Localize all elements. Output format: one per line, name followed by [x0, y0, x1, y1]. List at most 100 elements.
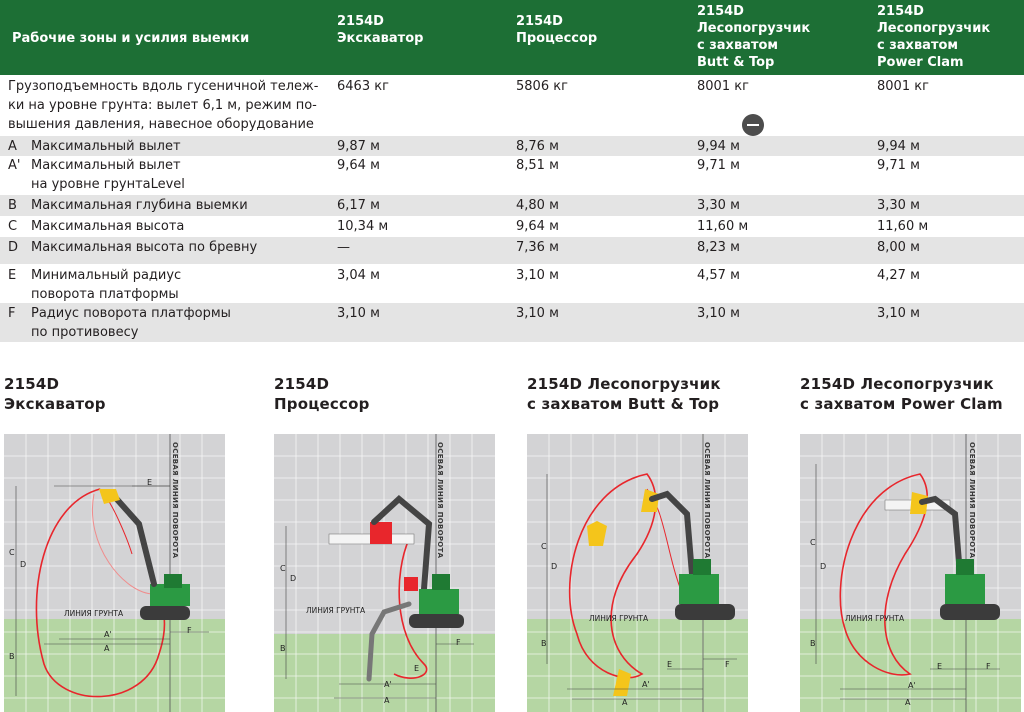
diagram-loader-power-clam: ОСЕВАЯ ЛИНИЯ ПОВОРОТА ЛИНИЯ ГРУНТА A A' …	[800, 434, 1021, 712]
rotation-axis-label: ОСЕВАЯ ЛИНИЯ ПОВОРОТА	[968, 442, 976, 559]
table-row: B Максимальная глубина выемки 6,17 м 4,8…	[0, 195, 1024, 216]
dim-label: D	[290, 574, 297, 583]
table-row: D Максимальная высота по бревну — 7,36 м…	[0, 237, 1024, 264]
dim-label: C	[9, 548, 15, 557]
dim-label: A	[384, 696, 390, 705]
cell-value: 6,17 м	[337, 198, 380, 213]
dim-label: E	[147, 478, 153, 487]
col-header-excavator: 2154D Экскаватор	[337, 14, 424, 46]
row-label: Максимальная глубина выемки	[31, 198, 248, 213]
diagram-loader-power-clam-drawing	[800, 434, 1021, 712]
col-header-loader-power-clam: 2154D Лесопогрузчик с захватом Power Cla…	[877, 4, 991, 70]
cell-value: 3,10 м	[697, 306, 740, 321]
dim-label: A	[104, 644, 110, 653]
dim-label: B	[280, 644, 286, 653]
cell-value: 4,57 м	[697, 268, 740, 283]
cell-value: 5806 кг	[516, 79, 568, 94]
dim-label: A'	[642, 680, 650, 689]
row-label: Минимальный радиус поворота платформы	[31, 268, 182, 302]
cell-value: 8001 кг	[697, 79, 749, 94]
diagram-processor: ОСЕВАЯ ЛИНИЯ ПОВОРОТА ЛИНИЯ ГРУНТА A A' …	[274, 434, 495, 712]
cell-value: 8,00 м	[877, 240, 920, 255]
cell-value: 9,71 м	[697, 158, 740, 173]
cell-value: 3,10 м	[516, 306, 559, 321]
table-row: F Радиус поворота платформы по противове…	[0, 303, 1024, 342]
table-row: A' Максимальный вылет на уровне грунтаLe…	[0, 156, 1024, 195]
dim-label: C	[541, 542, 547, 551]
dim-label: B	[810, 639, 816, 648]
diagram-caption-processor: 2154D Процессор	[274, 375, 370, 413]
dim-label: A'	[104, 630, 112, 639]
dim-label: A	[622, 698, 628, 707]
cell-value: 9,64 м	[516, 219, 559, 234]
dim-label: E	[414, 664, 420, 673]
cell-value: 4,80 м	[516, 198, 559, 213]
cell-value: 3,04 м	[337, 268, 380, 283]
dim-label: E	[667, 660, 673, 669]
dim-label: A'	[384, 680, 392, 689]
dim-label: F	[986, 662, 991, 671]
rotation-axis-label: ОСЕВАЯ ЛИНИЯ ПОВОРОТА	[436, 442, 444, 559]
dim-label: C	[280, 564, 286, 573]
dim-label: D	[551, 562, 558, 571]
cell-value: 11,60 м	[697, 219, 749, 234]
cell-value: 3,10 м	[516, 268, 559, 283]
cell-value: 11,60 м	[877, 219, 929, 234]
dim-label: F	[456, 638, 461, 647]
row-label: Грузоподъемность вдоль гусеничной тележ-…	[8, 79, 319, 132]
diagram-caption-loader-power-clam: 2154D Лесопогрузчик с захватом Power Cla…	[800, 375, 1003, 413]
rotation-axis-label: ОСЕВАЯ ЛИНИЯ ПОВОРОТА	[703, 442, 711, 559]
cell-value: 9,71 м	[877, 158, 920, 173]
dim-label: E	[937, 662, 943, 671]
dim-label: A	[905, 698, 911, 707]
cell-value: 8,23 м	[697, 240, 740, 255]
col-header-processor: 2154D Процессор	[516, 14, 598, 46]
cell-value: 6463 кг	[337, 79, 389, 94]
dim-label: C	[810, 538, 816, 547]
table-row: C Максимальная высота 10,34 м 9,64 м 11,…	[0, 216, 1024, 237]
cell-value: 8,76 м	[516, 139, 559, 154]
ground-line-label: ЛИНИЯ ГРУНТА	[589, 614, 649, 623]
table-header: Рабочие зоны и усилия выемки 2154D Экска…	[0, 0, 1024, 75]
row-letter: D	[8, 240, 19, 255]
diagram-caption-loader-butt-top: 2154D Лесопогрузчик с захватом Butt & To…	[527, 375, 721, 413]
rotation-axis-label: ОСЕВАЯ ЛИНИЯ ПОВОРОТА	[171, 442, 179, 559]
ground-line-label: ЛИНИЯ ГРУНТА	[845, 614, 905, 623]
row-label: Максимальный вылет на уровне грунтаLevel	[31, 158, 185, 192]
table-title: Рабочие зоны и усилия выемки	[12, 31, 250, 46]
row-label: Максимальный вылет	[31, 139, 181, 154]
row-letter: F	[8, 306, 16, 321]
dim-label: D	[20, 560, 27, 569]
dim-label: F	[187, 626, 192, 635]
table-row: Грузоподъемность вдоль гусеничной тележ-…	[0, 75, 1024, 136]
diagram-processor-drawing	[274, 434, 495, 712]
diagram-caption-excavator: 2154D Экскаватор	[4, 375, 106, 413]
table-row: A Максимальный вылет 9,87 м 8,76 м 9,94 …	[0, 136, 1024, 156]
dim-label: B	[541, 639, 547, 648]
cell-value: —	[337, 240, 350, 255]
row-letter: A'	[8, 158, 21, 173]
dim-label: A'	[908, 681, 916, 690]
ground-line-label: ЛИНИЯ ГРУНТА	[306, 606, 366, 615]
ground-line-label: ЛИНИЯ ГРУНТА	[64, 609, 124, 618]
cell-value: 4,27 м	[877, 268, 920, 283]
minus-circle-icon	[742, 114, 764, 136]
cell-value: 8001 кг	[877, 79, 929, 94]
cell-value: 9,94 м	[877, 139, 920, 154]
dim-label: D	[820, 562, 827, 571]
row-letter: A	[8, 139, 17, 154]
cell-value: 9,94 м	[697, 139, 740, 154]
specs-table: Рабочие зоны и усилия выемки 2154D Экска…	[0, 0, 1024, 342]
table-row: E Минимальный радиус поворота платформы …	[0, 264, 1024, 303]
diagram-excavator-drawing	[4, 434, 225, 712]
cell-value: 9,64 м	[337, 158, 380, 173]
row-letter: B	[8, 198, 17, 213]
cell-value: 3,10 м	[877, 306, 920, 321]
cell-value: 7,36 м	[516, 240, 559, 255]
cell-value: 10,34 м	[337, 219, 389, 234]
row-label: Радиус поворота платформы по противовесу	[31, 306, 231, 340]
cell-value: 8,51 м	[516, 158, 559, 173]
diagram-loader-butt-top-drawing	[527, 434, 748, 712]
cell-value: 3,10 м	[337, 306, 380, 321]
diagram-loader-butt-top: ОСЕВАЯ ЛИНИЯ ПОВОРОТА ЛИНИЯ ГРУНТА A A' …	[527, 434, 748, 712]
